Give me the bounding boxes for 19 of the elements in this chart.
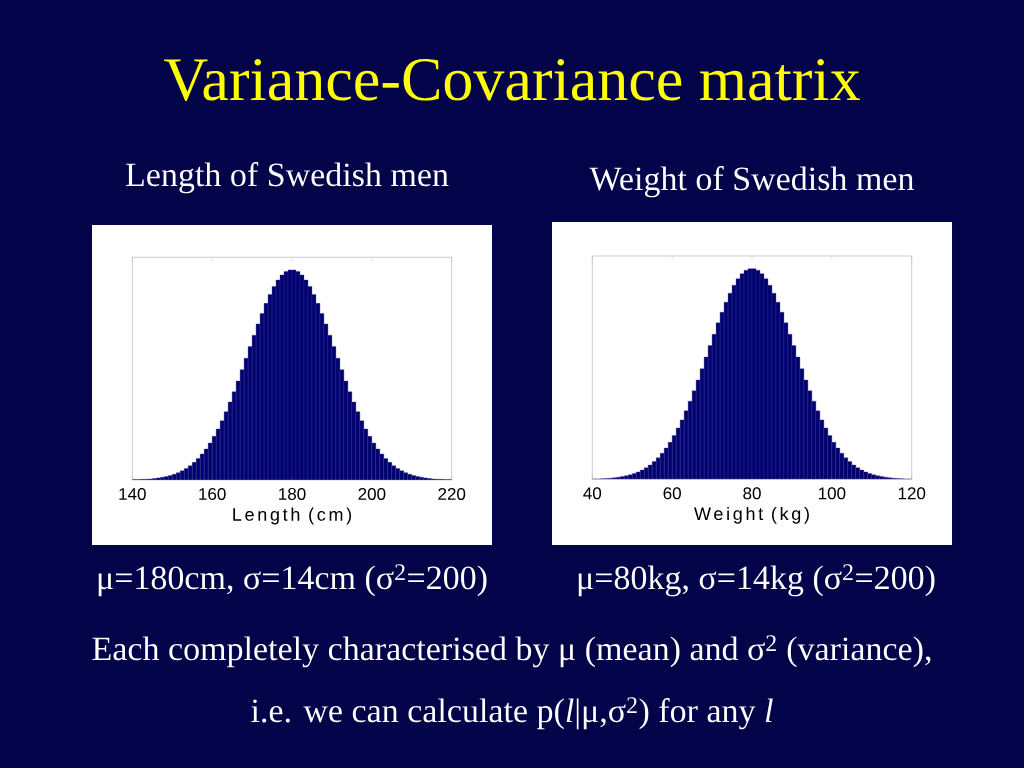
text: Each completely characterised by μ (mean) and σ$^{2}$ (variance), bbox=[92, 635, 931, 668]
x-tick-label: 180 bbox=[279, 487, 306, 501]
x-tick-label: 80 bbox=[743, 487, 761, 500]
x-axis-title: Length (cm) bbox=[233, 507, 352, 525]
x-tick-label: 60 bbox=[663, 487, 681, 500]
text: Variance-Covariance matrix bbox=[164, 58, 860, 101]
x-tick-label: 160 bbox=[199, 487, 226, 501]
text: μ=180cm, σ=14cm (σ$^{2}$=200) bbox=[98, 564, 487, 597]
x-tick-label: 120 bbox=[898, 487, 926, 500]
x-axis-title: Weight (kg) bbox=[694, 506, 809, 524]
x-tick-label: 140 bbox=[119, 487, 146, 501]
chart-title: Weight of Swedish men bbox=[589, 166, 914, 198]
x-tick-label: 200 bbox=[358, 487, 386, 501]
text: i.e. we can calculate p(l|μ,σ$^{2}$) for any l bbox=[251, 697, 773, 730]
x-tick-label: 100 bbox=[818, 487, 846, 500]
chart-title: Length of Swedish men bbox=[126, 162, 449, 194]
x-tick-label: 220 bbox=[438, 487, 466, 501]
x-tick-label: 40 bbox=[583, 487, 602, 500]
text: μ=80kg, σ=14kg (σ$^{2}$=200) bbox=[578, 564, 935, 597]
